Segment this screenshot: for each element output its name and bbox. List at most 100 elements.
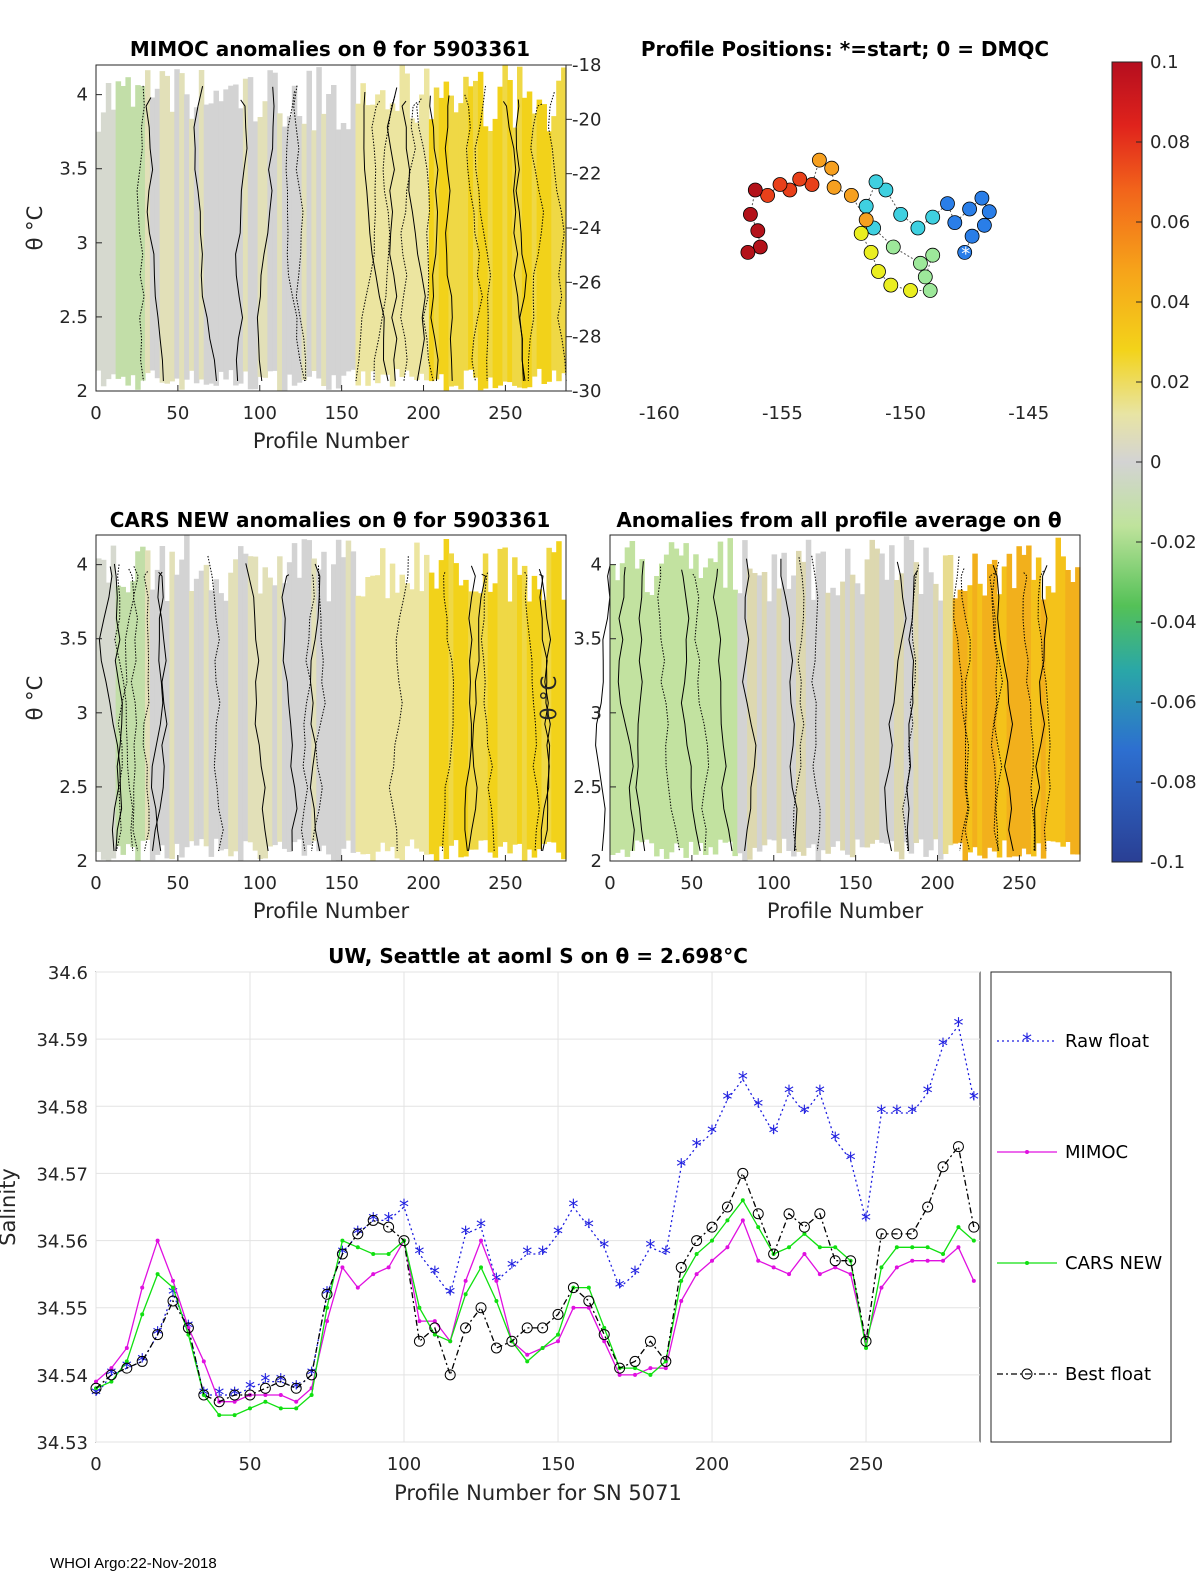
avg-cell	[947, 555, 954, 846]
salinity-raw-point: *	[769, 1121, 779, 1145]
mimoc-cell	[321, 113, 327, 387]
mimoc-cell	[419, 94, 425, 374]
salinity-raw-point: *	[461, 1222, 471, 1246]
salinity-point-2	[371, 1252, 376, 1256]
cars-cell	[238, 546, 244, 861]
cars-contour	[114, 564, 134, 852]
avg-cell	[742, 540, 748, 861]
mimoc-contour	[363, 91, 389, 382]
salinity-best-point	[490, 1342, 502, 1354]
mimoc-xtick-label: 150	[324, 403, 358, 424]
cars-cell	[321, 551, 327, 846]
salinity-point-2	[278, 1406, 283, 1411]
salinity-ytick-label: 34.57	[36, 1164, 88, 1185]
salinity-best-point	[860, 1335, 872, 1347]
cars-contour	[311, 565, 326, 852]
salinity-point-1	[263, 1393, 268, 1397]
salinity-point-1	[294, 1399, 299, 1404]
salinity-raw-point: *	[738, 1067, 748, 1091]
salinity-point-2	[602, 1325, 607, 1330]
salinity-best-point	[336, 1248, 348, 1260]
salinity-best-point	[537, 1322, 549, 1334]
cars-cell	[223, 600, 229, 849]
avg-cell	[815, 553, 822, 861]
avg-cell	[688, 568, 694, 842]
mimoc-title: MIMOC anomalies on θ for 5903361	[130, 37, 530, 61]
mimoc-cell	[536, 99, 543, 369]
salinity-point-1	[694, 1272, 699, 1277]
mimoc-ytick-label: 2.5	[59, 307, 88, 328]
salinity-raw-point: *	[522, 1242, 532, 1266]
mimoc-cell	[477, 71, 484, 391]
colorbar-tick-label: -0.1	[1150, 852, 1185, 873]
salinity-line-1	[95, 1218, 975, 1403]
salinity-best-point	[567, 1282, 579, 1294]
salinity-xlabel: Profile Number for SN 5071	[394, 1481, 682, 1505]
cars-contour	[152, 571, 168, 852]
salinity-best-point	[814, 1208, 826, 1220]
avg-contour	[692, 573, 710, 852]
salinity-raw-point: *	[91, 1383, 101, 1407]
cars-cell	[145, 550, 151, 840]
avg-cell	[1026, 545, 1032, 855]
colorbar-tick-label: -0.08	[1150, 772, 1197, 793]
avg-cell	[967, 585, 973, 853]
positions-point	[964, 228, 980, 244]
salinity-point-2	[140, 1312, 145, 1317]
salinity-raw-point: *	[969, 1088, 979, 1112]
cars-cell	[394, 592, 401, 859]
mimoc-cell	[282, 126, 288, 391]
mimoc-cell	[296, 116, 303, 383]
salinity-raw-point: *	[938, 1034, 948, 1058]
mimoc-cell	[154, 88, 161, 379]
salinity-point-1	[371, 1272, 376, 1277]
cars-cell	[389, 563, 396, 847]
salinity-point-2	[340, 1238, 345, 1243]
cars-cell	[282, 583, 288, 849]
avg-cell	[639, 559, 645, 843]
mimoc-cell	[218, 101, 224, 372]
salinity-point-1	[494, 1278, 499, 1283]
salinity-line-2	[95, 1199, 975, 1416]
mimoc-cell	[252, 121, 259, 390]
salinity-raw-point: *	[861, 1208, 871, 1232]
salinity-xtick-label: 150	[541, 1454, 575, 1475]
mimoc-cell	[473, 80, 479, 378]
positions-title: Profile Positions: *=start; 0 = DMQC	[641, 37, 1049, 61]
mimoc-cell	[340, 123, 347, 376]
avg-contour	[657, 566, 680, 852]
salinity-ytick-label: 34.58	[36, 1097, 88, 1118]
avg-cell	[624, 547, 631, 857]
positions-point	[858, 212, 874, 228]
salinity-best-point	[768, 1248, 780, 1260]
positions-point	[844, 187, 859, 203]
mimoc-cell	[301, 123, 308, 381]
cars-cell	[433, 588, 440, 861]
cars-cell	[306, 540, 312, 846]
cars-cell	[414, 542, 420, 849]
positions-point	[743, 206, 758, 222]
salinity-ytick-label: 34.59	[36, 1030, 88, 1051]
cars-cell	[419, 591, 425, 852]
mimoc-xtick-label: 50	[166, 403, 189, 424]
mimoc-cell	[448, 95, 454, 387]
avg-cell	[786, 588, 792, 851]
mimoc-cell	[208, 103, 215, 384]
cars-cell	[438, 560, 445, 847]
salinity-point-2	[756, 1225, 761, 1230]
positions-ytick-label: -30	[572, 381, 601, 402]
avg-ytick-label: 4	[591, 555, 602, 576]
cars-cell	[448, 553, 454, 846]
salinity-raw-point: *	[892, 1101, 902, 1125]
salinity-raw-point: *	[599, 1235, 609, 1259]
avg-cell	[942, 555, 949, 854]
positions-xtick-label: -150	[885, 403, 926, 424]
cars-contour	[468, 573, 487, 852]
cars-cell	[350, 551, 357, 853]
salinity-raw-point: *	[291, 1376, 301, 1400]
mimoc-cell	[512, 127, 518, 386]
cars-cell	[316, 569, 322, 852]
mimoc-ylabel: θ °C	[23, 206, 47, 251]
cars-cell	[561, 599, 567, 860]
cars-contour	[309, 563, 321, 852]
